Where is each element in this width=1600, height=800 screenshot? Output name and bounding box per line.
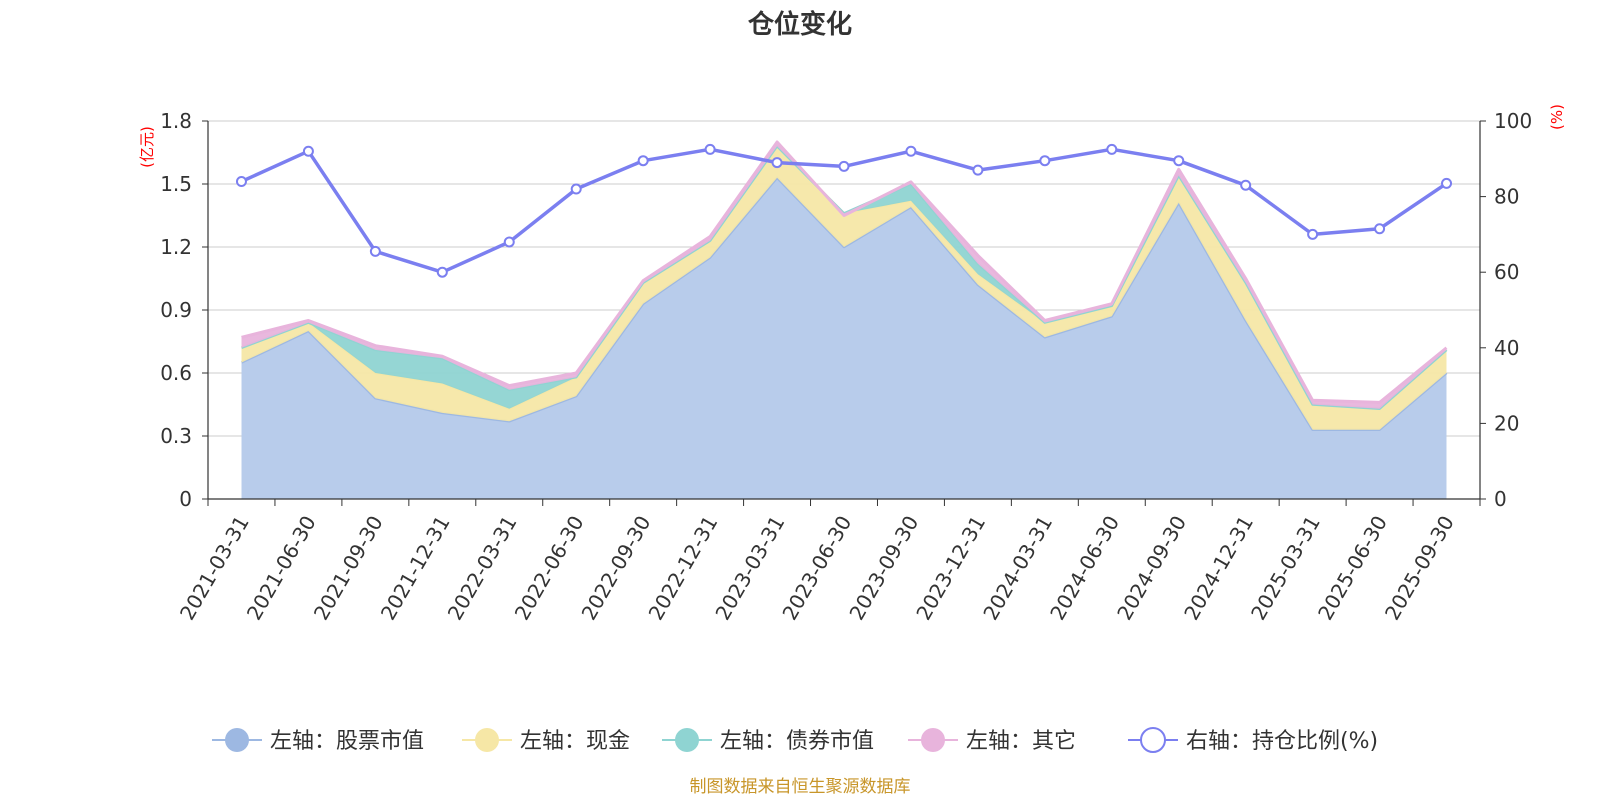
right-axis-tick-label: 100: [1494, 109, 1532, 133]
ratio-point: [1240, 179, 1252, 191]
left-axis-tick-label: 1.2: [160, 235, 192, 259]
x-axis-tick-label: 2022-12-31: [644, 512, 723, 625]
ratio-point: [302, 145, 314, 157]
right-axis-tick-label: 40: [1494, 336, 1519, 360]
left-axis-tick-label: 1.5: [160, 172, 192, 196]
ratio-point: [1039, 155, 1051, 167]
x-axis-tick-label: 2021-06-30: [242, 512, 321, 625]
ratio-point: [1106, 143, 1118, 155]
x-axis-tick-label: 2024-06-30: [1045, 512, 1124, 625]
ratio-line-layer: [235, 143, 1453, 278]
x-axis-tick-label: 2024-12-31: [1179, 512, 1258, 625]
legend-cash-label: 左轴：现金: [520, 729, 630, 754]
legend-stock-marker: [225, 728, 249, 752]
legend-cash[interactable]: 左轴：现金: [462, 728, 630, 754]
right-axis-tick-label: 20: [1494, 411, 1519, 435]
ratio-point: [838, 160, 850, 172]
ratio-point: [369, 245, 381, 257]
left-axis-tick-label: 0.9: [160, 298, 192, 322]
x-axis-tick-label: 2025-03-31: [1246, 512, 1325, 625]
x-axis-tick-label: 2023-12-31: [911, 512, 990, 625]
other-area-line: [241, 140, 1448, 404]
legend[interactable]: 左轴：股票市值 左轴：现金 左轴：债券市值 左轴：其它 右轴：持仓比例(%): [212, 727, 1378, 754]
ratio-point: [1441, 177, 1453, 189]
ratio-point: [972, 164, 984, 176]
legend-stock[interactable]: 左轴：股票市值: [212, 728, 424, 754]
ratio-point: [637, 155, 649, 167]
x-axis-tick-label: 2023-09-30: [844, 512, 923, 625]
left-axis-tick-label: 0.6: [160, 361, 192, 385]
stacked-areas: [240, 140, 1448, 499]
x-axis-tick-label: 2024-03-31: [978, 512, 1057, 625]
legend-ratio[interactable]: 右轴：持仓比例(%): [1128, 727, 1378, 754]
x-axis-tick-label: 2024-09-30: [1112, 512, 1191, 625]
ratio-point: [235, 175, 247, 187]
x-axis-tick-label: 2022-09-30: [577, 512, 656, 625]
ratio-point: [704, 143, 716, 155]
legend-other[interactable]: 左轴：其它: [908, 728, 1076, 754]
ratio-point: [1374, 223, 1386, 235]
legend-stock-label: 左轴：股票市值: [270, 729, 424, 754]
legend-cash-marker: [475, 728, 499, 752]
left-axis-tick-label: 0: [179, 487, 192, 511]
x-axis-tick-label: 2021-03-31: [175, 512, 254, 625]
source-note: 制图数据来自恒生聚源数据库: [690, 777, 911, 797]
legend-ratio-label: 右轴：持仓比例(%): [1186, 729, 1378, 754]
x-axis-tick-label: 2022-06-30: [510, 512, 589, 625]
x-axis-tick-label: 2023-03-31: [710, 512, 789, 625]
ratio-point: [503, 236, 515, 248]
x-axis-tick-label: 2025-06-30: [1313, 512, 1392, 625]
stock-area: [241, 177, 1447, 499]
legend-bond[interactable]: 左轴：债券市值: [662, 728, 874, 754]
right-axis-tick-label: 60: [1494, 260, 1519, 284]
x-axis-tick-label: 2022-03-31: [443, 512, 522, 625]
left-axis-unit: (亿元): [138, 126, 156, 168]
right-axis-tick-label: 0: [1494, 487, 1507, 511]
left-axis-tick-label: 0.3: [160, 424, 192, 448]
ratio-point: [1173, 155, 1185, 167]
ratio-point: [436, 266, 448, 278]
legend-bond-label: 左轴：债券市值: [720, 729, 874, 754]
x-axis-tick-label: 2023-06-30: [777, 512, 856, 625]
ratio-point: [905, 145, 917, 157]
legend-other-label: 左轴：其它: [966, 729, 1076, 754]
x-axis-tick-label: 2021-09-30: [309, 512, 388, 625]
ratio-point: [771, 157, 783, 169]
legend-bond-marker: [675, 728, 699, 752]
ratio-point: [570, 183, 582, 195]
ratio-point: [1307, 228, 1319, 240]
chart-title: 仓位变化: [747, 9, 852, 40]
legend-other-marker: [921, 728, 945, 752]
left-axis-tick-label: 1.8: [160, 109, 192, 133]
right-axis-tick-label: 80: [1494, 185, 1519, 209]
x-axis-tick-label: 2025-09-30: [1380, 512, 1459, 625]
right-axis-unit: (%): [1548, 104, 1566, 130]
legend-ratio-marker: [1140, 727, 1166, 753]
x-axis-tick-label: 2021-12-31: [376, 512, 455, 625]
